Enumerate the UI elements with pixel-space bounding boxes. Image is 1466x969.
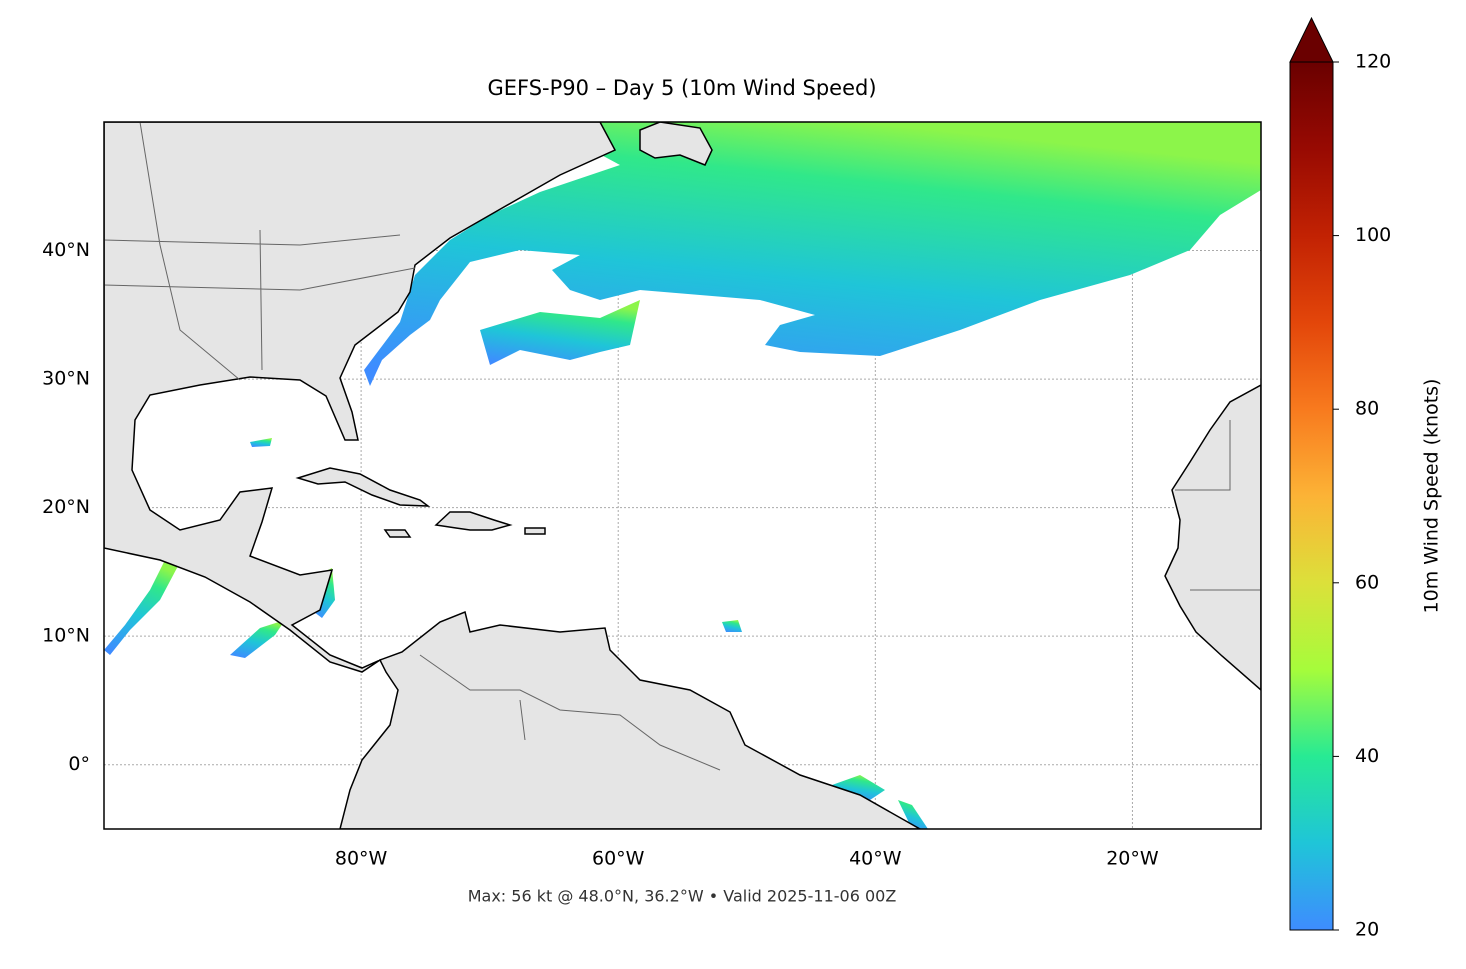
jamaica	[383, 529, 412, 538]
wind-region	[230, 620, 285, 658]
colorbar-tick-label: 80	[1355, 398, 1379, 420]
x-tick-label: 20°W	[1106, 848, 1159, 870]
north-america	[104, 122, 617, 673]
footer-note: Max: 56 kt @ 48.0°N, 36.2°W • Valid 2025…	[468, 887, 897, 906]
south-america	[339, 610, 922, 829]
colorbar-extend	[1289, 16, 1334, 63]
wind-region	[364, 122, 1261, 386]
wind-region	[898, 800, 928, 829]
y-tick-label: 40°N	[42, 239, 90, 261]
colorbar-tick-label: 20	[1355, 919, 1379, 941]
colorbar-tick-label: 40	[1355, 745, 1379, 767]
colorbar-tick-label: 120	[1355, 51, 1391, 73]
africa	[1164, 384, 1261, 691]
wind-region	[480, 300, 640, 365]
wind-region	[250, 438, 272, 447]
wind-region	[722, 620, 742, 632]
land	[104, 122, 1261, 829]
newfoundland	[639, 122, 713, 166]
x-tick-label: 40°W	[849, 848, 902, 870]
x-tick-label: 60°W	[592, 848, 645, 870]
colorbar-tick-label: 100	[1355, 224, 1391, 246]
x-tick-label: 80°W	[335, 848, 388, 870]
colorbar: 20 40 60 80 100 120 10m Wind Speed (knots)	[1289, 16, 1443, 941]
map-area	[104, 122, 1261, 829]
y-tick-label: 10°N	[42, 625, 90, 647]
hispaniola	[434, 511, 513, 531]
axes: 80°W 60°W 40°W 20°W 0° 10°N 20°N 30°N 40°N	[42, 239, 1159, 869]
chart-title: GEFS-P90 – Day 5 (10m Wind Speed)	[487, 76, 876, 100]
cuba	[295, 467, 431, 507]
puerto-rico	[524, 527, 546, 535]
wind-region	[104, 560, 178, 655]
y-tick-label: 20°N	[42, 496, 90, 518]
colorbar-scale	[1289, 61, 1334, 931]
map-frame	[103, 121, 1262, 830]
border	[104, 122, 1261, 771]
colorbar-label: 10m Wind Speed (knots)	[1421, 379, 1443, 614]
y-tick-label: 30°N	[42, 368, 90, 390]
colorbar-tick-label: 60	[1355, 571, 1379, 593]
y-tick-label: 0°	[68, 753, 90, 775]
